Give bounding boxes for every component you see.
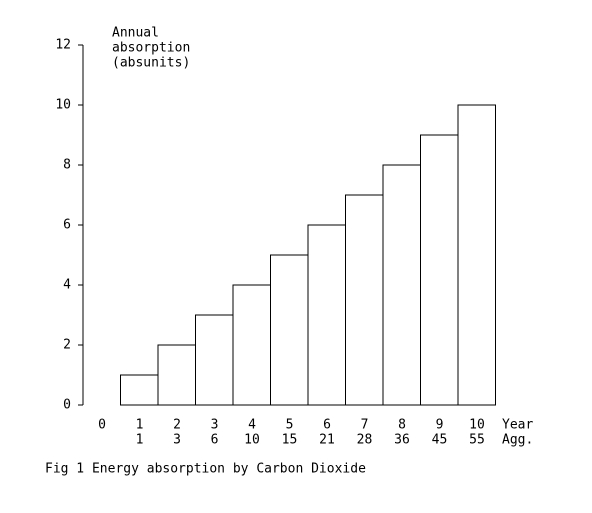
aggregate-label: 28 (357, 433, 373, 448)
aggregate-label: 10 (244, 433, 260, 448)
x-tick-label: 6 (323, 418, 331, 433)
bar (307, 224, 346, 406)
y-tick-label: 4 (63, 278, 71, 293)
y-axis-label: Annual (112, 26, 159, 41)
x-tick-label: 2 (173, 418, 181, 433)
aggregate-label: 1 (136, 433, 144, 448)
aggregate-label: 36 (394, 433, 410, 448)
x-tick-label: 10 (469, 418, 485, 433)
y-axis-label: absorption (112, 41, 190, 56)
y-tick-label: 8 (63, 158, 71, 173)
x-tick-label: 4 (248, 418, 256, 433)
x-tick-label: 7 (361, 418, 369, 433)
aggregate-label: 6 (211, 433, 219, 448)
y-tick-label: 6 (63, 218, 71, 233)
bar (157, 344, 196, 406)
aggregate-label: 45 (432, 433, 448, 448)
x-tick-label: 0 (98, 418, 106, 433)
x2-axis-label: Agg. (502, 433, 533, 448)
y-tick-label: 10 (55, 98, 71, 113)
y-tick-label: 2 (63, 338, 71, 353)
bar (345, 194, 384, 406)
x-tick-label: 5 (286, 418, 294, 433)
y-tick-label: 0 (63, 398, 71, 413)
bar (270, 254, 309, 406)
bar (382, 164, 421, 406)
bar (420, 134, 459, 406)
bar (195, 314, 234, 406)
bar (120, 374, 159, 406)
x-tick-label: 9 (436, 418, 444, 433)
y-axis-label: (absunits) (112, 56, 190, 71)
x-tick-label: 3 (211, 418, 219, 433)
chart-title: Fig 1 Energy absorption by Carbon Dioxid… (45, 462, 366, 477)
aggregate-label: 55 (469, 433, 485, 448)
aggregate-label: 21 (319, 433, 335, 448)
x-axis-label: Year (502, 418, 533, 433)
x-tick-label: 8 (398, 418, 406, 433)
aggregate-label: 3 (173, 433, 181, 448)
bar (232, 284, 271, 406)
x-tick-label: 1 (136, 418, 144, 433)
aggregate-label: 15 (282, 433, 298, 448)
bar (457, 104, 496, 406)
y-tick-label: 12 (55, 38, 71, 53)
